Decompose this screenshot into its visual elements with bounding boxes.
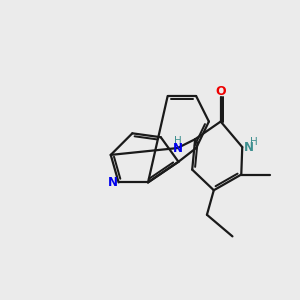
Text: H: H [250, 137, 258, 147]
Text: H: H [174, 136, 182, 146]
Text: O: O [215, 85, 226, 98]
Text: N: N [108, 176, 118, 189]
Text: N: N [244, 141, 254, 154]
Text: N: N [172, 142, 182, 154]
